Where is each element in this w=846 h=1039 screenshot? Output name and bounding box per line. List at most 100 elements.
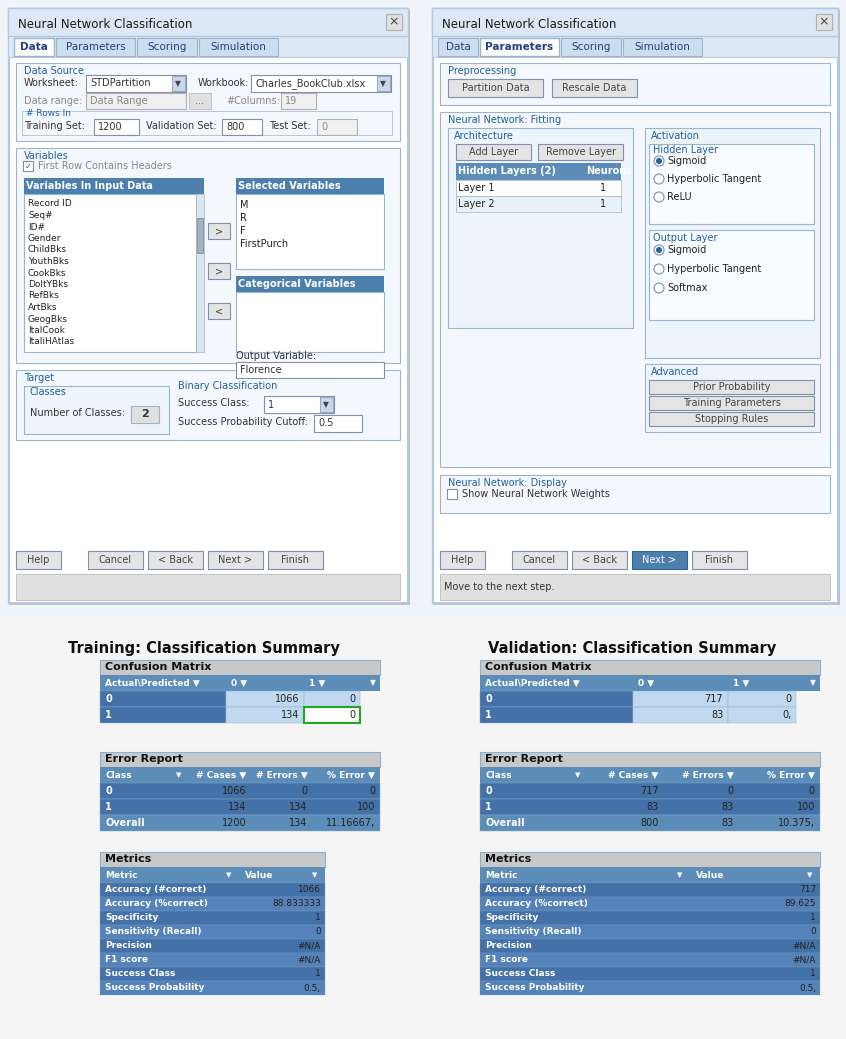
- Text: 0: 0: [785, 694, 791, 704]
- Text: Help: Help: [451, 555, 474, 565]
- Bar: [480, 897, 820, 911]
- Bar: [189, 94, 211, 109]
- Text: Data range:: Data range:: [24, 96, 82, 106]
- Bar: [100, 852, 325, 867]
- Bar: [480, 852, 820, 867]
- Text: Confusion Matrix: Confusion Matrix: [105, 663, 212, 672]
- Bar: [236, 362, 384, 378]
- Text: Metric: Metric: [105, 871, 138, 879]
- Text: Move to the next step.: Move to the next step.: [444, 582, 554, 592]
- Bar: [9, 36, 407, 58]
- Text: < Back: < Back: [158, 555, 193, 565]
- Text: ×: ×: [819, 16, 829, 28]
- Text: Worksheet:: Worksheet:: [24, 78, 79, 88]
- Circle shape: [654, 245, 664, 255]
- Bar: [172, 76, 185, 91]
- Bar: [100, 752, 380, 767]
- Text: 0,: 0,: [782, 710, 791, 720]
- Text: #N/A: #N/A: [793, 941, 816, 951]
- Bar: [480, 675, 820, 691]
- Text: Class: Class: [105, 771, 132, 779]
- Text: 0: 0: [485, 785, 492, 796]
- Text: Data: Data: [446, 42, 470, 52]
- Text: Data: Data: [20, 42, 48, 52]
- Bar: [433, 36, 837, 58]
- Text: 0: 0: [316, 928, 321, 936]
- Text: <: <: [215, 307, 223, 316]
- Text: 1: 1: [600, 199, 606, 209]
- Text: 717: 717: [640, 785, 658, 796]
- Text: 1: 1: [105, 710, 112, 720]
- Text: 1: 1: [316, 969, 321, 979]
- Text: RefBks: RefBks: [28, 292, 58, 300]
- Bar: [236, 276, 384, 292]
- Bar: [438, 38, 478, 56]
- Text: DoItYBks: DoItYBks: [28, 279, 68, 289]
- Text: 1: 1: [600, 183, 606, 193]
- Bar: [16, 574, 400, 600]
- Text: 0: 0: [809, 785, 815, 796]
- Text: ▼: ▼: [323, 400, 329, 409]
- Text: Accuracy (%correct): Accuracy (%correct): [485, 900, 588, 908]
- Text: Workbook:: Workbook:: [198, 78, 250, 88]
- Text: 1 ▼: 1 ▼: [733, 678, 750, 688]
- Text: Accuracy (%correct): Accuracy (%correct): [105, 900, 208, 908]
- Text: Rescale Data: Rescale Data: [563, 83, 627, 94]
- Text: ▼: ▼: [810, 678, 816, 688]
- Text: 10.375,: 10.375,: [778, 818, 815, 828]
- Text: 0: 0: [105, 694, 112, 704]
- Bar: [236, 194, 384, 269]
- Bar: [448, 128, 633, 328]
- Text: Success Probability: Success Probability: [485, 984, 585, 992]
- Bar: [538, 144, 623, 160]
- Text: Specificity: Specificity: [485, 913, 538, 923]
- Bar: [100, 707, 226, 723]
- Bar: [0, 615, 846, 1039]
- Bar: [432, 8, 838, 603]
- Text: 0.5,: 0.5,: [799, 984, 816, 992]
- Text: Training Set:: Training Set:: [24, 121, 85, 131]
- Bar: [480, 707, 633, 723]
- Text: 1: 1: [810, 969, 816, 979]
- Bar: [222, 119, 262, 135]
- Text: 83: 83: [711, 710, 723, 720]
- Text: 1 ▼: 1 ▼: [310, 678, 326, 688]
- Bar: [633, 707, 728, 723]
- Text: 83: 83: [646, 802, 658, 812]
- Bar: [728, 707, 796, 723]
- Text: Cancel: Cancel: [99, 555, 132, 565]
- Bar: [88, 551, 143, 569]
- Bar: [816, 14, 832, 30]
- Text: 1066: 1066: [275, 694, 299, 704]
- Bar: [623, 38, 701, 56]
- Text: >: >: [215, 227, 223, 236]
- Text: Hidden Layers (2): Hidden Layers (2): [458, 166, 556, 176]
- Bar: [317, 119, 357, 135]
- Bar: [440, 551, 485, 569]
- Bar: [447, 489, 457, 499]
- Text: 0: 0: [810, 928, 816, 936]
- Text: Actual\Predicted ▼: Actual\Predicted ▼: [105, 678, 200, 688]
- Text: M: M: [240, 199, 249, 210]
- Bar: [23, 161, 33, 171]
- Text: First Row Contains Headers: First Row Contains Headers: [38, 161, 172, 171]
- Bar: [440, 574, 830, 600]
- Text: Selected Variables: Selected Variables: [238, 181, 341, 191]
- Bar: [649, 396, 814, 410]
- Bar: [480, 38, 559, 56]
- Text: Gender: Gender: [28, 234, 62, 243]
- Bar: [456, 163, 621, 180]
- Text: STDPartition: STDPartition: [90, 79, 151, 88]
- Bar: [305, 691, 360, 707]
- Bar: [100, 897, 325, 911]
- Text: Training Parameters: Training Parameters: [683, 398, 781, 408]
- Bar: [22, 111, 392, 135]
- Text: Output Variable:: Output Variable:: [236, 351, 316, 361]
- Text: 1: 1: [105, 802, 112, 812]
- Text: ▼: ▼: [380, 79, 386, 88]
- Text: Success Class: Success Class: [105, 969, 175, 979]
- Text: Validation Set:: Validation Set:: [146, 121, 217, 131]
- Text: ▼: ▼: [678, 872, 683, 878]
- Text: Neural Network Classification: Neural Network Classification: [18, 19, 192, 31]
- Text: 1066: 1066: [222, 785, 246, 796]
